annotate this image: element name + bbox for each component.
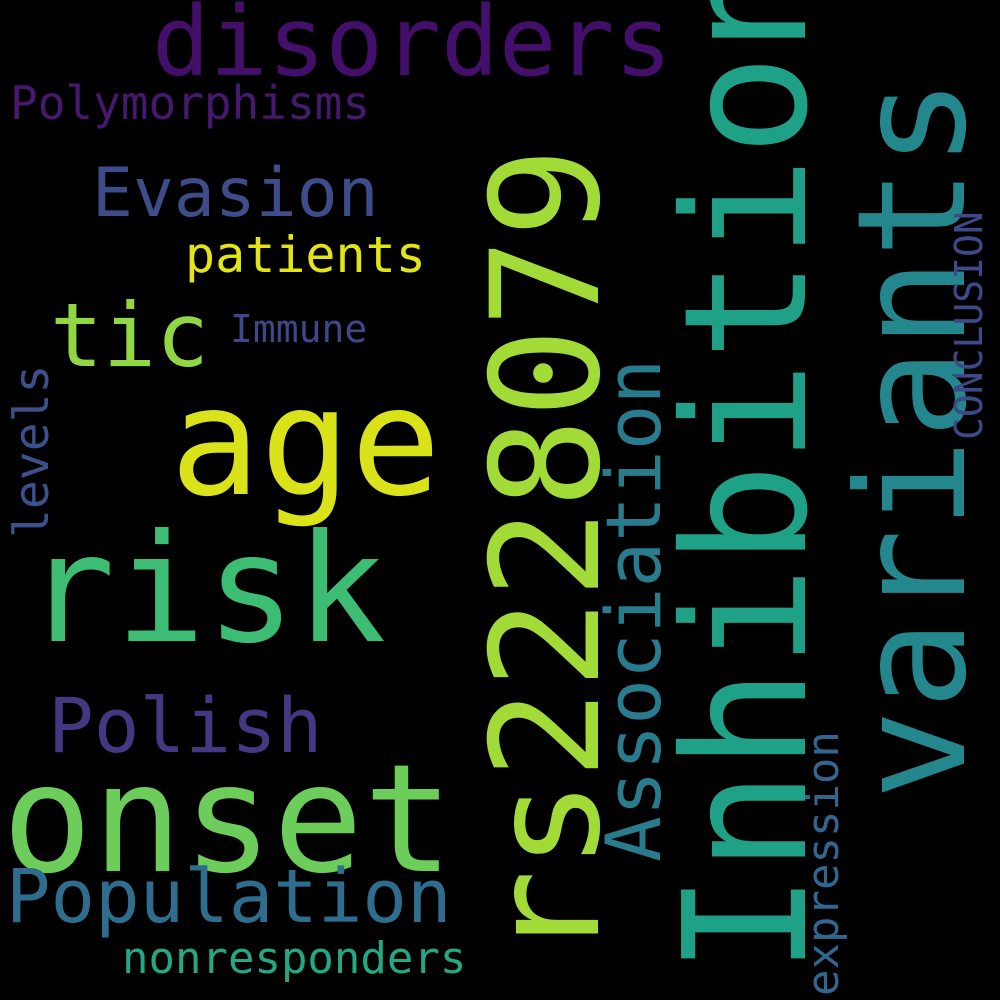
word-levels: levels [4,364,60,538]
word-association: Association [589,358,678,862]
word-onset: onset [2,733,454,907]
word-conclusion: CONCLUSION [947,211,991,440]
word-tic: tic [50,284,209,387]
word-risk: risk [25,503,387,677]
word-patients: patients [185,226,426,284]
word-polish: Polish [48,681,323,770]
word-population: Population [6,854,452,940]
word-expression: expression [798,731,849,996]
word-age: age [170,356,441,530]
word-evasion: Evasion [92,154,379,233]
word-polymorphisms: Polymorphisms [10,76,371,130]
word-disorders: disorders [152,0,673,98]
word-immune: Immune [230,307,368,351]
word-nonresponders: nonresponders [122,933,467,984]
